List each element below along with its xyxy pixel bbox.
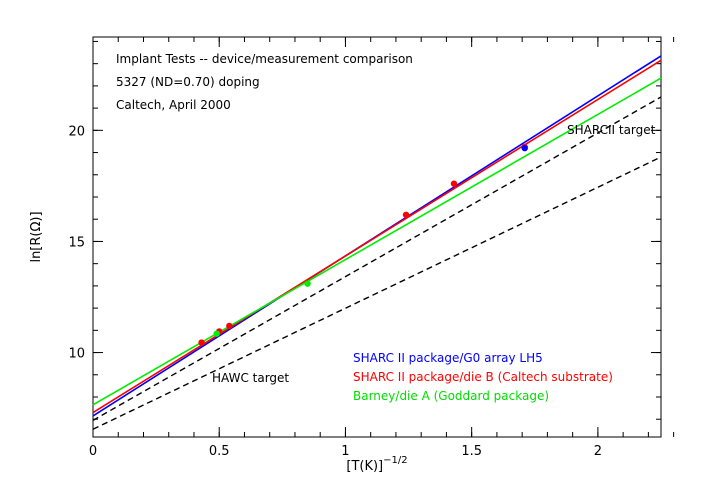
y-tick-label: 20 — [68, 124, 85, 139]
x-tick-label: 1 — [341, 444, 349, 459]
data-point — [304, 280, 311, 287]
x-axis-label-exponent: −1/2 — [383, 455, 407, 466]
data-point — [213, 330, 220, 337]
y-axis-label: ln[R(Ω)] — [29, 211, 44, 262]
annotation-line-3: Caltech, April 2000 — [116, 98, 231, 112]
x-tick-label: 0.5 — [209, 444, 230, 459]
data-point — [521, 144, 528, 152]
plot-frame-group — [92, 36, 662, 438]
legend: SHARC II package/G0 array LH5 SHARC II p… — [353, 351, 613, 403]
points-layer — [198, 143, 528, 346]
y-tick-label: 10 — [68, 347, 85, 362]
x-axis-label: [T(K)]−1/2 — [346, 455, 407, 474]
plot-frame — [92, 36, 662, 438]
data-point — [450, 180, 458, 187]
x-tick-label: 1.5 — [461, 444, 482, 459]
sharcii-target-label: SHARCII target — [567, 123, 656, 137]
x-tick-label: 2 — [594, 444, 602, 459]
legend-entry-red: SHARC II package/die B (Caltech substrat… — [353, 370, 613, 384]
x-tick-label: 0 — [89, 444, 97, 459]
target-dashed-line — [92, 96, 662, 421]
annotation-line-2: 5327 (ND=0.70) doping — [116, 75, 260, 89]
fit-line-series-1 — [92, 59, 662, 414]
annotation-line-1: Implant Tests -- device/measurement comp… — [116, 52, 413, 66]
data-point — [226, 322, 233, 330]
legend-entry-blue: SHARC II package/G0 array LH5 — [353, 351, 543, 365]
ticks-layer: 0 0.5 1 1.5 2 10 15 20 — [68, 37, 675, 459]
fit-line-series-2 — [92, 77, 662, 406]
hawc-target-label: HAWC target — [212, 371, 289, 385]
annotation-block: Implant Tests -- device/measurement comp… — [116, 52, 413, 112]
data-point — [198, 339, 205, 346]
data-point — [402, 211, 410, 218]
x-axis-label-base: [T(K)] — [346, 459, 383, 474]
target-dashed-line — [92, 156, 662, 430]
y-tick-label: 15 — [68, 235, 85, 250]
legend-entry-green: Barney/die A (Goddard package) — [353, 389, 549, 403]
lines-layer — [92, 55, 662, 430]
